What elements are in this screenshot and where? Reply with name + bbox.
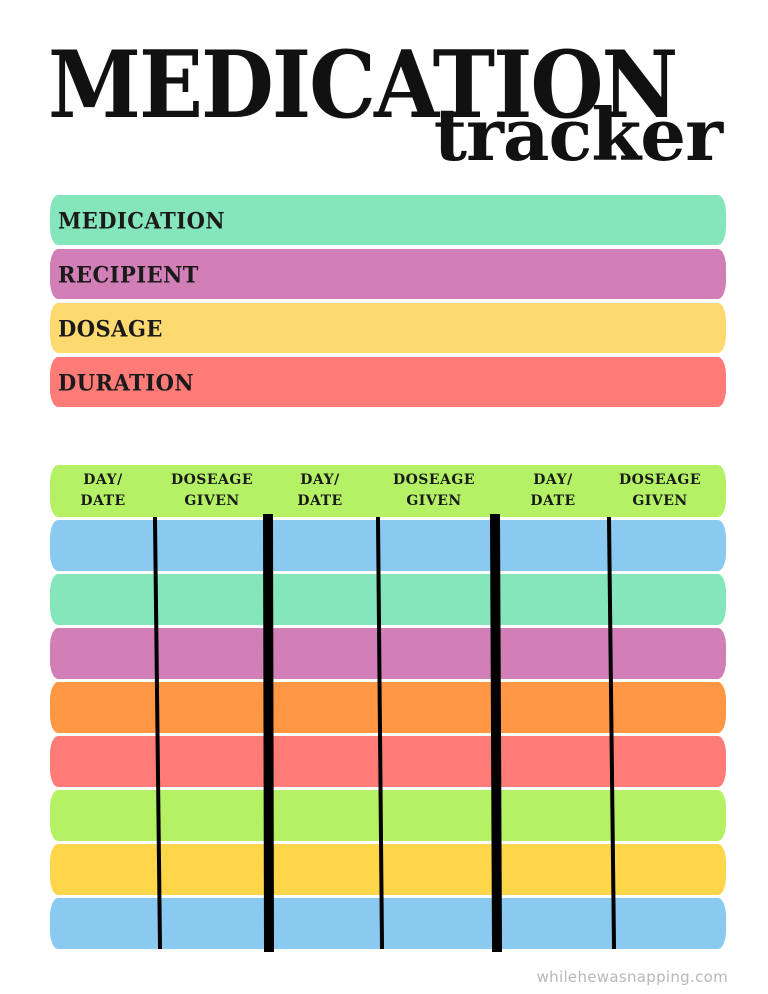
- log-row-3[interactable]: [50, 628, 726, 679]
- column-header-doseage-given-1: DOSEAGE GIVEN: [170, 472, 254, 509]
- dosage-field[interactable]: DOSAGE: [50, 303, 726, 353]
- duration-field[interactable]: DURATION: [50, 357, 726, 407]
- title-main: MEDICATION: [48, 30, 678, 139]
- recipient-label: RECIPIENT: [58, 260, 199, 288]
- column-header-day-date-2: DAY/ DATE: [297, 472, 343, 509]
- duration-label: DURATION: [58, 368, 195, 396]
- watermark-text: whilehewasnapping.com: [536, 968, 728, 986]
- log-row-2[interactable]: [50, 574, 726, 625]
- log-row-7[interactable]: [50, 844, 726, 895]
- medication-label: MEDICATION: [58, 206, 226, 234]
- column-header-doseage-given-2: DOSEAGE GIVEN: [392, 472, 476, 509]
- log-row-8[interactable]: [50, 898, 726, 949]
- column-header-day-date-3: DAY/ DATE: [530, 472, 576, 509]
- log-row-1[interactable]: [50, 520, 726, 571]
- dosage-label: DOSAGE: [58, 314, 163, 342]
- log-row-4[interactable]: [50, 682, 726, 733]
- column-header-day-date-1: DAY/ DATE: [80, 472, 126, 509]
- medication-field[interactable]: MEDICATION: [50, 195, 726, 245]
- title-sub: tracker: [433, 92, 723, 177]
- log-table-header: [50, 465, 726, 517]
- log-row-6[interactable]: [50, 790, 726, 841]
- log-row-5[interactable]: [50, 736, 726, 787]
- column-header-doseage-given-3: DOSEAGE GIVEN: [618, 472, 702, 509]
- recipient-field[interactable]: RECIPIENT: [50, 249, 726, 299]
